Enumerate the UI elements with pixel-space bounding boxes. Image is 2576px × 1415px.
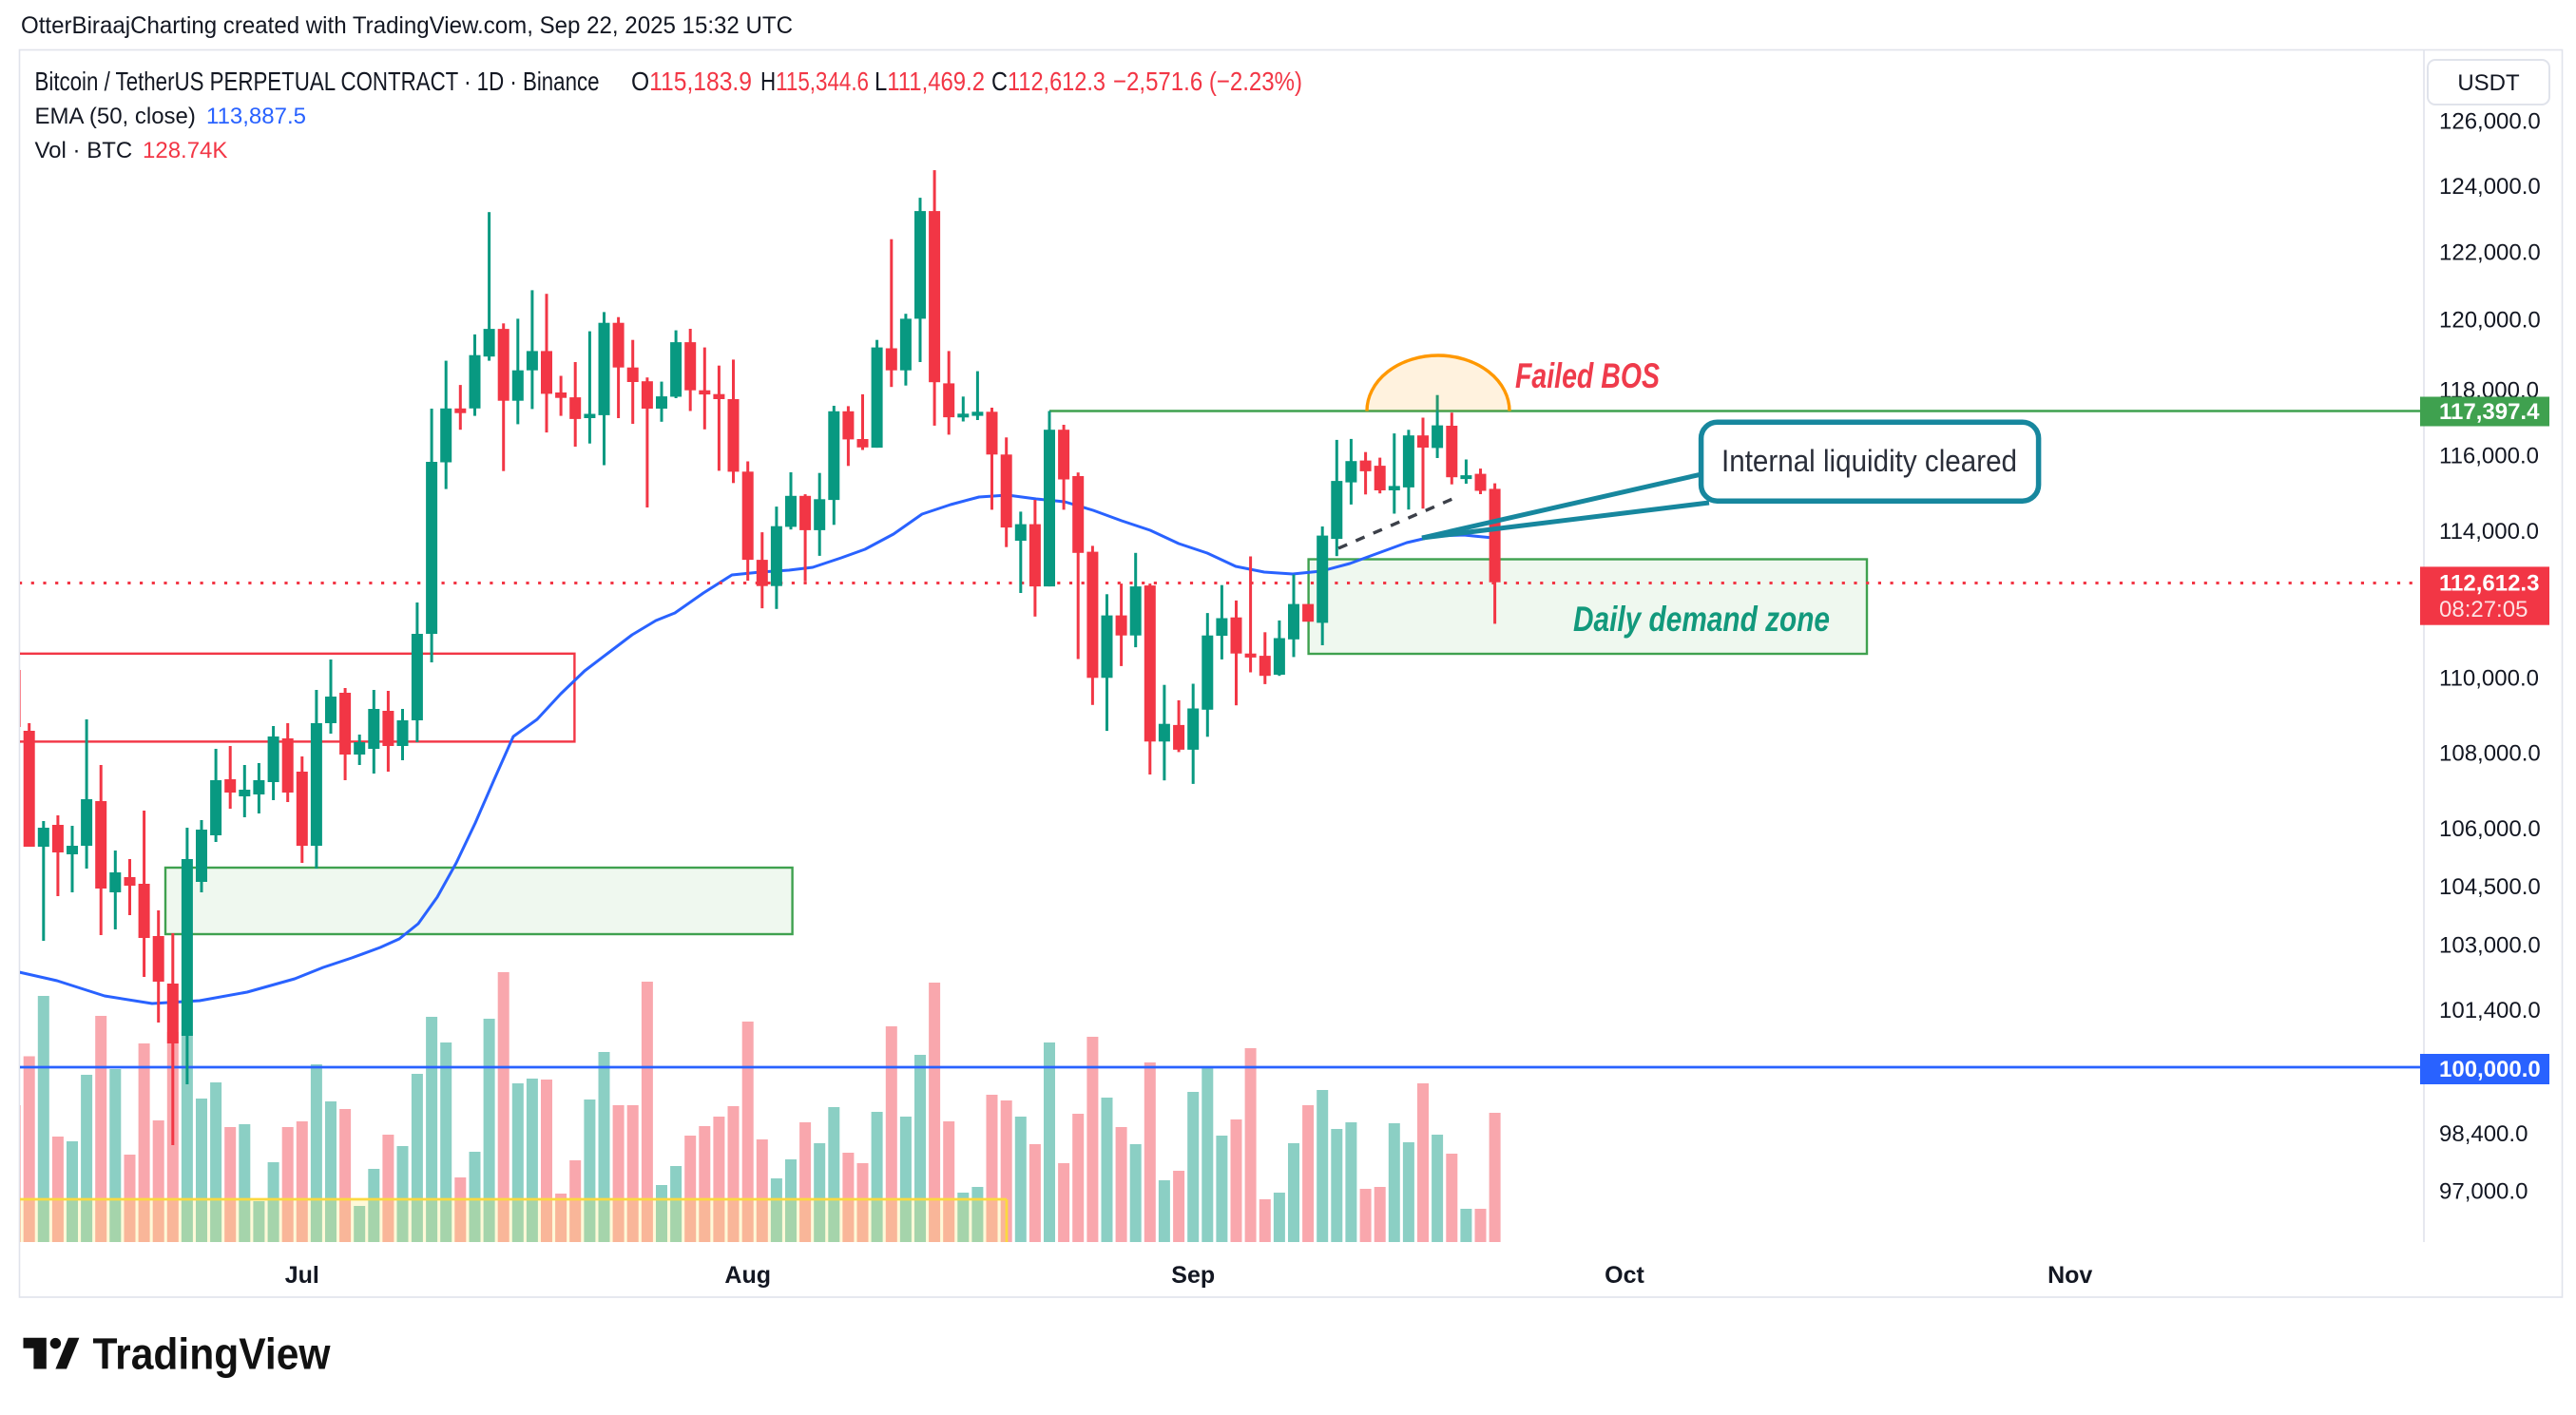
svg-text:100,000.0: 100,000.0 xyxy=(2439,1057,2541,1082)
svg-text:98,400.0: 98,400.0 xyxy=(2439,1121,2528,1147)
svg-text:110,000.0: 110,000.0 xyxy=(2439,666,2539,692)
svg-text:114,000.0: 114,000.0 xyxy=(2439,519,2539,545)
svg-text:Jul: Jul xyxy=(285,1262,319,1289)
svg-text:113,887.5: 113,887.5 xyxy=(206,104,306,129)
svg-text:OtterBiraajCharting created wi: OtterBiraajCharting created with Trading… xyxy=(21,12,793,39)
svg-text:112,612.3: 112,612.3 xyxy=(2439,571,2539,597)
svg-text:Failed BOS: Failed BOS xyxy=(1515,356,1660,395)
svg-text:TradingView: TradingView xyxy=(93,1329,331,1379)
svg-text:Daily demand zone: Daily demand zone xyxy=(1573,600,1830,639)
svg-text:116,000.0: 116,000.0 xyxy=(2439,444,2539,469)
svg-text:104,500.0: 104,500.0 xyxy=(2439,874,2541,900)
svg-text:Nov: Nov xyxy=(2047,1262,2092,1289)
svg-text:L111,469.2: L111,469.2 xyxy=(875,67,985,96)
svg-text:108,000.0: 108,000.0 xyxy=(2439,741,2541,767)
svg-text:Bitcoin / TetherUS PERPETUAL C: Bitcoin / TetherUS PERPETUAL CONTRACT · … xyxy=(35,67,600,96)
svg-text:106,000.0: 106,000.0 xyxy=(2439,816,2541,842)
svg-text:120,000.0: 120,000.0 xyxy=(2439,308,2541,334)
svg-text:Vol · BTC: Vol · BTC xyxy=(35,138,133,163)
svg-text:Internal liquidity cleared: Internal liquidity cleared xyxy=(1721,444,2017,478)
svg-text:122,000.0: 122,000.0 xyxy=(2439,240,2541,266)
svg-text:EMA (50, close): EMA (50, close) xyxy=(35,104,196,129)
svg-text:101,400.0: 101,400.0 xyxy=(2439,998,2541,1023)
svg-text:08:27:05: 08:27:05 xyxy=(2439,597,2528,622)
svg-text:124,000.0: 124,000.0 xyxy=(2439,174,2541,200)
svg-text:128.74K: 128.74K xyxy=(143,138,227,163)
svg-text:97,000.0: 97,000.0 xyxy=(2439,1179,2528,1205)
svg-text:C112,612.3: C112,612.3 xyxy=(991,67,1105,96)
svg-text:Oct: Oct xyxy=(1605,1262,1644,1289)
svg-text:USDT: USDT xyxy=(2457,70,2520,96)
svg-text:103,000.0: 103,000.0 xyxy=(2439,933,2541,959)
svg-text:Sep: Sep xyxy=(1171,1262,1215,1289)
svg-text:126,000.0: 126,000.0 xyxy=(2439,109,2541,135)
svg-text:117,397.4: 117,397.4 xyxy=(2439,399,2540,425)
svg-text:H115,344.6: H115,344.6 xyxy=(760,67,869,96)
svg-text:−2,571.6 (−2.23%): −2,571.6 (−2.23%) xyxy=(1113,67,1302,96)
svg-text:Aug: Aug xyxy=(724,1262,771,1289)
svg-text:O115,183.9: O115,183.9 xyxy=(631,67,752,96)
